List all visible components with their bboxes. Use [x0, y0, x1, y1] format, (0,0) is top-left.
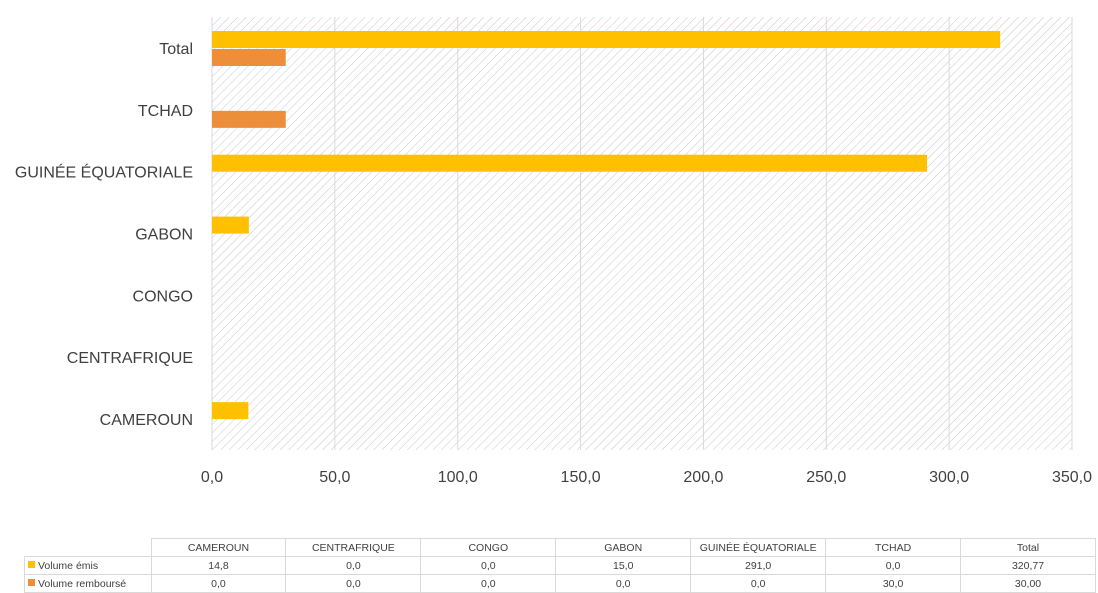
- bar-chart: CAMEROUN CENTRAFRIQUE CONGO GABON GUINÉE ÉQU…: [15, 17, 1092, 486]
- bar-volume-emis: [212, 402, 249, 420]
- category-label: CONGO: [133, 288, 193, 305]
- table-column-header: GUINÉE ÉQUATORIALE: [690, 538, 827, 557]
- legend-series-label: Volume remboursé: [38, 577, 127, 590]
- data-table: CAMEROUN CENTRAFRIQUE CONGO GABON GUINÉE ÉQU…: [24, 538, 1096, 593]
- x-tick-label: 100,0: [438, 469, 478, 486]
- x-tick-label: 250,0: [806, 469, 846, 486]
- table-cell: 0,0: [150, 574, 287, 593]
- legend-series-label: Volume émis: [38, 559, 99, 572]
- legend-key-swatch: [28, 578, 35, 586]
- table-row: Volume remboursé 0,0 0,0 0,0 0,0 0,0 30,0 30,00: [24, 574, 1096, 593]
- category-label: CAMEROUN: [100, 412, 193, 429]
- x-tick-label: 300,0: [929, 469, 969, 486]
- category-label: GUINÉE ÉQUATORIALE: [15, 163, 193, 182]
- x-tick-label: 200,0: [683, 469, 723, 486]
- x-tick-label: 150,0: [561, 469, 601, 486]
- bar-volume-emis: [212, 154, 928, 172]
- table-column-header: CENTRAFRIQUE: [285, 538, 422, 557]
- legend-key-swatch: [28, 560, 35, 568]
- table-cell: 15,0: [555, 556, 692, 575]
- plot-area: [212, 17, 1072, 450]
- table-column-header: CAMEROUN: [150, 538, 287, 557]
- table-column-header: Total: [960, 538, 1096, 557]
- table-header-row: CAMEROUN CENTRAFRIQUE CONGO GABON GUINÉE ÉQU…: [24, 538, 1096, 557]
- category-label: GABON: [135, 227, 193, 244]
- table-cell: 30,00: [960, 574, 1096, 593]
- x-tick-label: 50,0: [319, 469, 350, 486]
- table-cell: 320,77: [960, 556, 1096, 575]
- table-corner: [24, 538, 152, 557]
- x-tick-label: 0,0: [201, 469, 223, 486]
- bar-volume-emis: [212, 31, 1001, 48]
- x-tick-label: 350,0: [1052, 469, 1092, 486]
- bar-volume-rembourse: [212, 110, 286, 128]
- table-column-header: TCHAD: [825, 538, 962, 557]
- table-cell: 0,0: [285, 574, 422, 593]
- category-label: Total: [159, 41, 193, 58]
- table-cell: 30,0: [825, 574, 962, 593]
- table-column-header: CONGO: [420, 538, 557, 557]
- bar-volume-emis: [212, 216, 249, 234]
- table-column-header: GABON: [555, 538, 692, 557]
- table-row-header: Volume remboursé: [24, 574, 152, 593]
- bar-volume-rembourse: [212, 49, 286, 66]
- table-cell: 0,0: [555, 574, 692, 593]
- category-label: TCHAD: [138, 103, 193, 120]
- table-cell: 0,0: [690, 574, 827, 593]
- table-cell: 0,0: [420, 574, 557, 593]
- category-label: CENTRAFRIQUE: [67, 350, 193, 367]
- table-row-header: Volume émis: [24, 556, 152, 575]
